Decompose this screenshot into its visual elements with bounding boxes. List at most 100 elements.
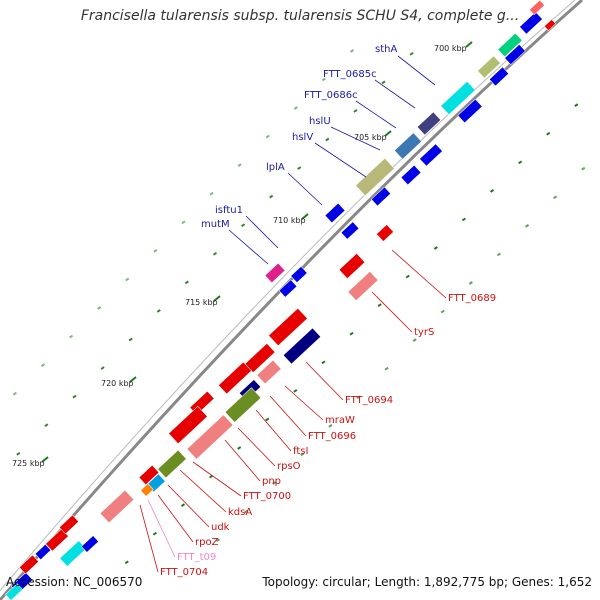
kbp-tick-mark bbox=[301, 213, 309, 220]
gc-tick bbox=[152, 531, 157, 536]
label-leader-line bbox=[167, 484, 210, 528]
gc-tick bbox=[293, 389, 298, 393]
gc-tick bbox=[524, 224, 530, 228]
gene-label-sthA[interactable]: sthA bbox=[375, 44, 397, 55]
label-leader-line bbox=[224, 439, 261, 482]
label-leader-line bbox=[192, 461, 242, 497]
gene-label-ftsI[interactable]: ftsI bbox=[293, 446, 308, 457]
gene-label-FTT_0696[interactable]: FTT_0696 bbox=[308, 431, 356, 442]
kbp-tick-mark bbox=[213, 295, 221, 302]
feature-blocks bbox=[5, 0, 557, 600]
gc-tick bbox=[240, 223, 246, 228]
feature-block-plus bbox=[278, 279, 298, 298]
kbp-tick-marks bbox=[41, 41, 473, 463]
feature-block-minus bbox=[268, 307, 308, 347]
feature-block-minus bbox=[218, 361, 252, 395]
gc-tick bbox=[433, 246, 438, 250]
gene-label-mutM[interactable]: mutM bbox=[201, 219, 230, 230]
label-leader-line bbox=[371, 291, 413, 333]
gene-label-udk[interactable]: udk bbox=[211, 522, 230, 533]
feature-block-minus bbox=[338, 253, 366, 279]
gene-label-hslV[interactable]: hslV bbox=[292, 132, 313, 143]
gc-content-ticks bbox=[12, 49, 586, 565]
label-leader-line bbox=[397, 55, 436, 86]
feature-block-plus bbox=[497, 32, 523, 58]
feature-block-plus bbox=[457, 98, 483, 124]
gc-tick bbox=[321, 360, 326, 365]
label-leader-line bbox=[284, 385, 324, 421]
gene-label-FTT_0686c[interactable]: FTT_0686c bbox=[304, 90, 358, 101]
gene-label-rpsO[interactable]: rpsO bbox=[277, 461, 301, 472]
gc-tick bbox=[321, 77, 326, 82]
gc-tick bbox=[128, 337, 133, 342]
gc-tick bbox=[293, 106, 298, 110]
gc-tick bbox=[269, 194, 274, 199]
tick-label-725kbp: 725 kbp bbox=[12, 459, 45, 468]
gc-tick bbox=[215, 538, 221, 542]
gene-label-isftu1[interactable]: isftu1 bbox=[215, 205, 243, 216]
feature-block-minus bbox=[99, 489, 135, 524]
gc-tick bbox=[40, 363, 46, 367]
label-leader-line bbox=[374, 79, 416, 109]
feature-block-minus bbox=[186, 414, 234, 460]
tick-label-705kbp: 705 kbp bbox=[354, 133, 387, 142]
gene-label-pnp[interactable]: pnp bbox=[262, 476, 281, 487]
feature-block-minus bbox=[81, 535, 99, 553]
gc-tick bbox=[156, 309, 161, 313]
label-leader-line bbox=[391, 249, 447, 299]
gc-tick bbox=[100, 366, 105, 370]
gene-label-lplA[interactable]: lplA bbox=[266, 162, 285, 173]
gene-label-tyrS[interactable]: tyrS bbox=[414, 327, 434, 338]
gc-tick bbox=[124, 560, 129, 565]
label-leader-line bbox=[139, 504, 159, 573]
gc-tick bbox=[546, 131, 551, 136]
gc-tick bbox=[489, 189, 495, 193]
gene-label-FTT_0689[interactable]: FTT_0689 bbox=[448, 293, 496, 304]
label-leader-line bbox=[157, 494, 194, 543]
gc-tick bbox=[325, 137, 330, 142]
label-leader-line bbox=[255, 409, 292, 452]
gene-label-mraW[interactable]: mraW bbox=[325, 415, 355, 426]
gc-tick bbox=[328, 424, 333, 428]
gc-tick bbox=[244, 509, 249, 514]
feature-block-plus bbox=[264, 262, 286, 284]
kbp-tick-mark bbox=[465, 41, 473, 48]
tick-label-700kbp: 700 kbp bbox=[434, 44, 467, 53]
feature-block-minus bbox=[157, 449, 187, 479]
gc-tick bbox=[69, 334, 74, 339]
gc-tick bbox=[381, 80, 386, 85]
gc-tick bbox=[272, 481, 277, 485]
gc-tick bbox=[297, 166, 302, 170]
gc-tick bbox=[553, 195, 558, 200]
gc-tick bbox=[461, 217, 466, 222]
feature-block-plus bbox=[529, 0, 545, 16]
gene-label-FTT_t09[interactable]: FTT_t09 bbox=[177, 552, 216, 563]
feature-block-plus bbox=[370, 186, 392, 207]
label-leader-line bbox=[228, 229, 269, 265]
gene-label-kdsA[interactable]: kdsA bbox=[228, 507, 252, 518]
feature-block-plus bbox=[324, 202, 346, 224]
feature-block-minus bbox=[282, 327, 322, 365]
gene-label-hslU[interactable]: hslU bbox=[309, 116, 331, 127]
feature-block-plus bbox=[419, 143, 443, 167]
gc-tick bbox=[574, 103, 579, 107]
gc-tick bbox=[353, 109, 358, 113]
gene-label-FTT_0700[interactable]: FTT_0700 bbox=[243, 491, 291, 502]
gc-tick bbox=[440, 309, 445, 314]
label-leader-line bbox=[237, 427, 276, 467]
gc-tick bbox=[180, 503, 186, 507]
gene-label-FTT_0694[interactable]: FTT_0694 bbox=[345, 395, 393, 406]
gc-tick bbox=[12, 391, 17, 396]
gene-label-rpoZ[interactable]: rpoZ bbox=[195, 537, 219, 548]
feature-block-minus bbox=[224, 387, 262, 423]
feature-block-plus bbox=[355, 157, 395, 197]
feature-block-plus bbox=[543, 19, 557, 31]
accession-text: Accession: NC_006570 bbox=[6, 575, 143, 589]
leader-lines bbox=[139, 55, 447, 573]
gc-tick bbox=[518, 160, 523, 165]
gene-label-FTT_0704[interactable]: FTT_0704 bbox=[160, 567, 208, 578]
gene-label-FTT_0685c[interactable]: FTT_0685c bbox=[323, 69, 377, 80]
tick-label-715kbp: 715 kbp bbox=[185, 298, 218, 307]
